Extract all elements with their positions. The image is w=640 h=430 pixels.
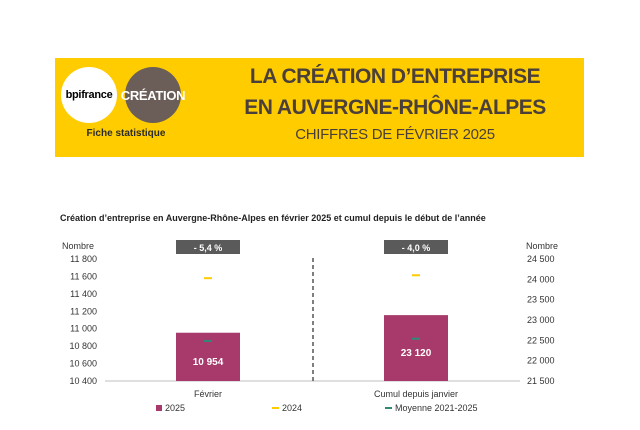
legend-label-average: Moyenne 2021-2025	[395, 403, 478, 413]
page-title-line1: LA CRÉATION D’ENTREPRISE	[249, 65, 541, 88]
left-axis-tick-label: 11 200	[70, 306, 97, 316]
bpifrance-logo-text: bpifrance	[65, 89, 113, 101]
variation-badge	[176, 240, 240, 254]
left-axis-tick-label: 10 800	[69, 341, 97, 351]
right-axis-tick-label: 22 500	[527, 335, 555, 345]
page-title-line2: EN AUVERGNE-RHÔNE-ALPES	[244, 96, 546, 119]
category-label: Février	[194, 389, 222, 399]
legend-label-2024: 2024	[282, 403, 302, 413]
legend-label-2025: 2025	[165, 403, 185, 413]
left-axis-tick-label: 11 600	[70, 271, 97, 281]
bpifrance-logo: bpifrance	[61, 67, 117, 123]
left-axis-tick-label: 10 600	[69, 359, 97, 369]
left-axis-tick-label: 11 000	[70, 324, 97, 334]
variation-badge	[384, 240, 448, 254]
bar-value-label: 23 120	[401, 348, 432, 359]
left-axis-tick-label: 11 400	[70, 289, 97, 299]
right-axis-tick-label: 24 500	[527, 254, 555, 264]
right-axis-tick-label: 23 500	[527, 295, 555, 305]
left-axis-tick-label: 11 800	[70, 254, 97, 264]
variation-badge-text: - 5,4 %	[194, 243, 223, 253]
header-banner: bpifrance CRÉATION Fiche statistique LA …	[55, 58, 584, 157]
creation-logo-text: CRÉATION	[120, 87, 186, 103]
bar-2025	[384, 315, 448, 381]
right-axis-tick-label: 22 000	[527, 356, 555, 366]
variation-badge-text: - 4,0 %	[402, 243, 431, 253]
creation-logo: CRÉATION	[121, 67, 186, 123]
right-axis-tick-label: 23 000	[527, 315, 555, 325]
page-subtitle-date: CHIFFRES DE FÉVRIER 2025	[295, 126, 495, 143]
right-axis-tick-label: 24 000	[527, 274, 555, 284]
left-axis-tick-label: 10 400	[69, 376, 97, 386]
category-label: Cumul depuis janvier	[374, 389, 458, 399]
left-axis-label: Nombre	[62, 241, 94, 251]
chart-title: Création d’entreprise en Auvergne-Rhône-…	[60, 213, 486, 223]
fiche-statistique-label: Fiche statistique	[86, 128, 166, 139]
bar-value-label: 10 954	[193, 357, 224, 368]
right-axis-label: Nombre	[526, 241, 558, 251]
legend-swatch-2025	[156, 405, 162, 411]
right-axis-tick-label: 21 500	[527, 376, 555, 386]
